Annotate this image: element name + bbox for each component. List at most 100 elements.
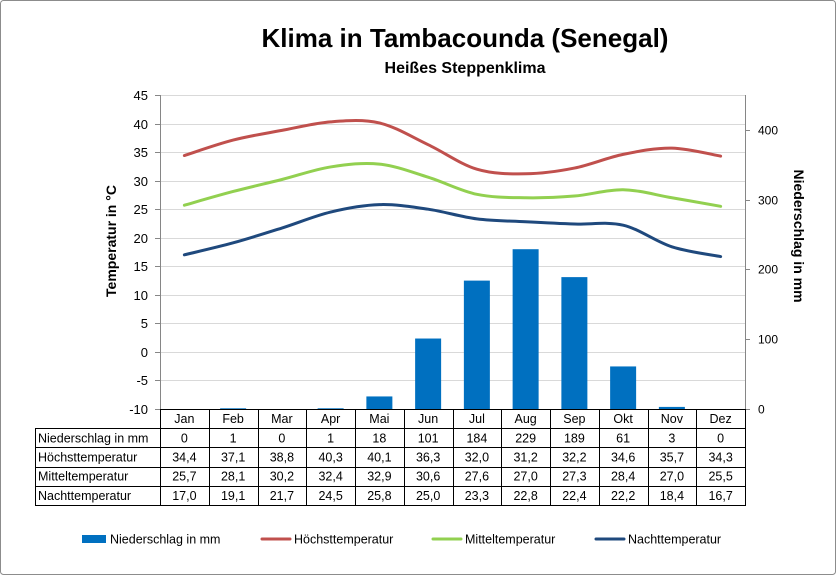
bar-niederschlag-in-mm — [658, 406, 685, 409]
table-row-label: Nachttemperatur — [38, 489, 131, 503]
table-cell: 25,5 — [708, 470, 732, 484]
table-cell: 36,3 — [416, 451, 440, 465]
legend-label: Mitteltemperatur — [465, 533, 555, 547]
table-cell: 27,0 — [513, 470, 537, 484]
legend-label: Höchsttemperatur — [294, 533, 393, 547]
bar-niederschlag-in-mm — [561, 277, 588, 409]
table-cell: 40,1 — [367, 451, 391, 465]
table-cell: 34,4 — [172, 451, 196, 465]
line-mitteltemperatur — [182, 161, 723, 208]
table-cell: 184 — [466, 431, 487, 445]
table-cell: 21,7 — [270, 489, 294, 503]
bar-niederschlag-in-mm — [512, 249, 539, 409]
table-cell: 19,1 — [221, 489, 245, 503]
table-cell: 24,5 — [318, 489, 342, 503]
table-cell: 25,7 — [172, 470, 196, 484]
table-cell: 17,0 — [172, 489, 196, 503]
y-tick-label-left: 0 — [141, 345, 148, 360]
y-tick-label-left: -10 — [129, 402, 148, 417]
table-cell: 27,3 — [562, 470, 586, 484]
table-cell: 61 — [616, 431, 630, 445]
y-axis-right-title: Niederschlag in mm — [791, 169, 807, 302]
table-cell: 31,2 — [513, 451, 537, 465]
x-category-label: Jan — [174, 412, 194, 426]
legend: Niederschlag in mm Höchsttemperatur Mittel… — [82, 533, 721, 547]
legend-item: Nachttemperatur — [594, 533, 721, 547]
y-tick-label-right: 200 — [758, 263, 778, 277]
y-tick-label-right: 400 — [758, 124, 778, 138]
table-cell: 18 — [372, 431, 386, 445]
x-category-label: Apr — [321, 412, 340, 426]
table-cell: 37,1 — [221, 451, 245, 465]
legend-item: Niederschlag in mm — [82, 533, 220, 547]
bar-niederschlag-in-mm — [220, 408, 247, 409]
table-cell: 32,2 — [562, 451, 586, 465]
table-cell: 16,7 — [708, 489, 732, 503]
y-axis-left-title: Temperatur in °C — [103, 185, 119, 297]
y-tick-label-left: 40 — [134, 117, 148, 132]
y-tick-label-left: -5 — [136, 373, 148, 388]
table-cell: 32,9 — [367, 470, 391, 484]
bar-niederschlag-in-mm — [415, 338, 442, 409]
y-tick-label-left: 35 — [134, 145, 148, 160]
table-row-label: Mitteltemperatur — [38, 470, 128, 484]
bar-niederschlag-in-mm — [610, 366, 637, 409]
chart-subtitle: Heißes Steppenklima — [385, 60, 546, 77]
table-cell: 189 — [564, 431, 585, 445]
x-category-label: Sep — [563, 412, 585, 426]
x-category-label: Mai — [369, 412, 389, 426]
y-tick-label-left: 5 — [141, 316, 148, 331]
table-cell: 34,6 — [611, 451, 635, 465]
table-cell: 28,1 — [221, 470, 245, 484]
legend-item: Höchsttemperatur — [260, 533, 393, 547]
table-cell: 229 — [515, 431, 536, 445]
table-cell: 32,0 — [465, 451, 489, 465]
legend-label: Nachttemperatur — [628, 533, 721, 547]
y-tick-label-left: 15 — [134, 259, 148, 274]
table-cell: 25,0 — [416, 489, 440, 503]
x-category-label: Jun — [418, 412, 438, 426]
legend-label: Niederschlag in mm — [110, 533, 220, 547]
y-tick-label-left: 30 — [134, 174, 148, 189]
y-tick-label-right: 100 — [758, 333, 778, 347]
table-cell: 38,8 — [270, 451, 294, 465]
table-cell: 23,3 — [465, 489, 489, 503]
table-cell: 25,8 — [367, 489, 391, 503]
data-table: Jan Feb Mar Apr Mai Jun Jul Aug Sep Okt Nov Dez Nied… — [35, 409, 746, 506]
table-cell: 22,8 — [513, 489, 537, 503]
axes: -10 -5 0 5 10 15 20 25 30 35 40 45 0 100 200 300 400 — [129, 88, 778, 417]
table-cell: 22,2 — [611, 489, 635, 503]
x-category-label: Mar — [271, 412, 293, 426]
table-cell: 3 — [668, 431, 675, 445]
y-tick-label-left: 25 — [134, 202, 148, 217]
bar-series — [220, 249, 685, 409]
table-cell: 1 — [327, 431, 334, 445]
x-category-label: Feb — [222, 412, 244, 426]
table-cell: 32,4 — [318, 470, 342, 484]
line-nachttemperatur — [182, 203, 723, 259]
x-category-label: Nov — [661, 412, 684, 426]
table-cell: 18,4 — [660, 489, 684, 503]
table-row-label: Niederschlag in mm — [38, 431, 148, 445]
table-cell: 35,7 — [660, 451, 684, 465]
y-tick-label-left: 10 — [134, 288, 148, 303]
x-category-label: Dez — [710, 412, 732, 426]
chart-title: Klima in Tambacounda (Senegal) — [262, 23, 669, 53]
line-hoechsttemperatur — [182, 119, 723, 176]
x-category-label: Jul — [469, 412, 485, 426]
table-cell: 101 — [418, 431, 439, 445]
table-cell: 27,0 — [660, 470, 684, 484]
legend-item: Mitteltemperatur — [431, 533, 555, 547]
x-category-label: Aug — [515, 412, 537, 426]
table-cell: 30,2 — [270, 470, 294, 484]
x-category-label: Okt — [613, 412, 633, 426]
bar-niederschlag-in-mm — [463, 280, 490, 409]
table-cell: 22,4 — [562, 489, 586, 503]
table-cell: 27,6 — [465, 470, 489, 484]
bar-niederschlag-in-mm — [366, 396, 393, 409]
table-cell: 0 — [717, 431, 724, 445]
bar-niederschlag-in-mm — [317, 408, 344, 409]
legend-swatch-niederschlag-in-mm — [82, 535, 106, 543]
line-series — [182, 119, 723, 259]
